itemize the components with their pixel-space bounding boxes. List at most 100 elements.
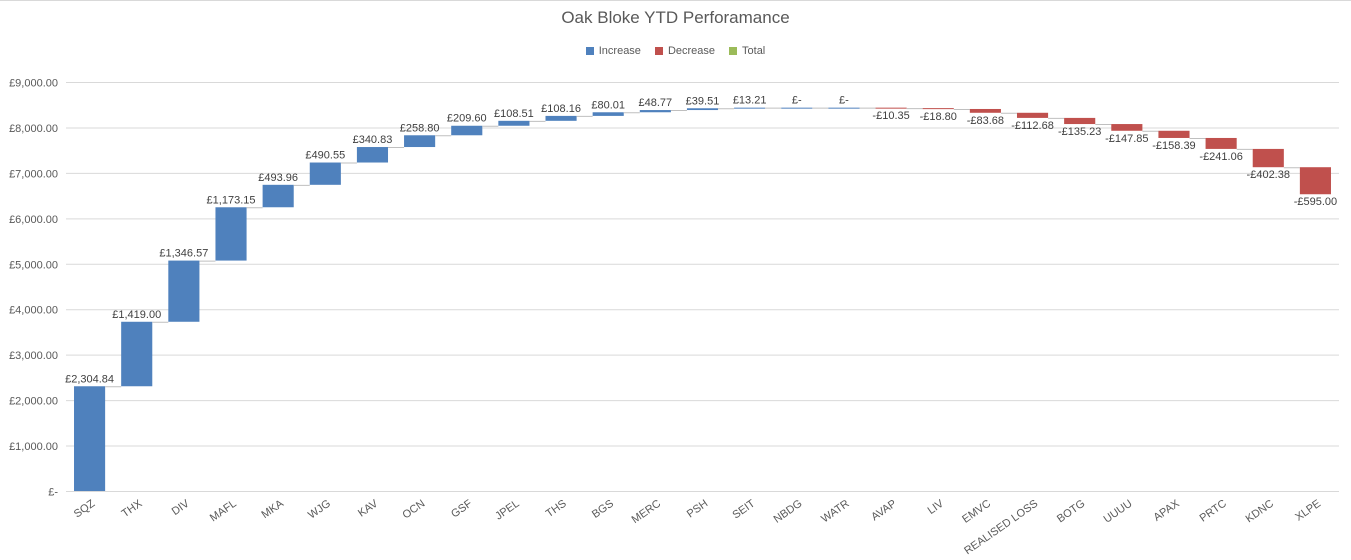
data-label-15: £-: [792, 95, 802, 107]
data-label-11: £80.01: [591, 99, 625, 111]
legend-label-decrease: Decrease: [667, 45, 716, 57]
bar-jpel: [498, 120, 530, 126]
bar-realised-loss: [1016, 112, 1049, 118]
bar-xlpe: [1299, 167, 1331, 195]
data-label-2: £1,346.57: [159, 248, 208, 260]
x-tick-label-25: KDNC: [1244, 498, 1276, 526]
x-tick-label-8: GSF: [449, 497, 475, 520]
x-tick-label-4: MKA: [259, 497, 286, 521]
chart-legend: Increase Decrease Total: [0, 45, 1351, 57]
data-label-5: £490.55: [305, 150, 345, 162]
y-tick-label-8: £8,000.00: [9, 123, 58, 135]
chart-title: Oak Bloke YTD Perforamance: [561, 8, 790, 27]
data-label-13: £39.51: [686, 95, 720, 107]
legend-swatch-total: [729, 47, 738, 55]
bar-mka: [262, 184, 294, 208]
data-label-9: £108.51: [494, 108, 534, 120]
x-tick-label-24: PRTC: [1198, 498, 1229, 525]
data-label-26: -£595.00: [1294, 196, 1337, 208]
x-tick-label-0: SQZ: [72, 497, 98, 520]
bar-ths: [545, 115, 577, 121]
data-label-19: -£83.68: [967, 115, 1004, 127]
data-label-23: -£158.39: [1152, 140, 1195, 152]
bar-kav: [356, 147, 389, 163]
x-tick-label-3: MAFL: [208, 498, 239, 525]
bar-ocn: [404, 135, 436, 148]
x-tick-label-19: EMVC: [960, 498, 993, 526]
x-tick-label-6: KAV: [356, 497, 381, 519]
bar-watr: [828, 107, 860, 109]
x-tick-label-2: DIV: [170, 497, 192, 518]
bar-div: [168, 260, 200, 322]
x-tick-label-5: WJG: [306, 498, 333, 522]
legend-swatch-increase: [585, 47, 594, 55]
bar-emvc: [969, 108, 1001, 113]
y-tick-label-0: £-: [48, 487, 58, 499]
x-tick-label-17: AVAP: [869, 498, 899, 524]
legend-label-total: Total: [742, 45, 766, 57]
y-tick-label-6: £6,000.00: [9, 214, 58, 226]
x-tick-label-22: UUUU: [1102, 498, 1135, 526]
bar-bgs: [592, 112, 624, 116]
data-label-0: £2,304.84: [65, 373, 114, 385]
x-tick-label-7: OCN: [400, 498, 427, 522]
bar-mafl: [215, 207, 247, 261]
legend-label-increase: Increase: [598, 45, 641, 57]
bar-psh: [686, 108, 719, 111]
data-label-25: -£402.38: [1247, 169, 1290, 181]
bar-wjg: [309, 162, 341, 185]
data-label-21: -£135.23: [1058, 126, 1101, 138]
x-tick-label-23: APAX: [1151, 497, 1182, 524]
x-tick-label-26: XLPE: [1293, 498, 1323, 524]
y-tick-label-2: £2,000.00: [9, 396, 58, 408]
data-label-6: £340.83: [353, 134, 393, 146]
y-tick-label-1: £1,000.00: [9, 441, 58, 453]
y-tick-label-9: £9,000.00: [9, 78, 58, 90]
x-tick-label-11: BGS: [590, 498, 616, 521]
data-label-12: £48.77: [639, 97, 673, 109]
x-tick-label-18: LIV: [926, 497, 947, 517]
bar-sqz: [74, 386, 106, 491]
bar-seit: [734, 107, 766, 109]
bar-avap: [875, 107, 907, 109]
data-label-8: £209.60: [447, 113, 487, 125]
legend-item-total: Total: [729, 45, 765, 57]
data-label-7: £258.80: [400, 122, 440, 134]
bar-gsf: [451, 125, 483, 136]
y-tick-label-3: £3,000.00: [9, 350, 58, 362]
y-tick-label-7: £7,000.00: [9, 168, 58, 180]
bar-botg: [1064, 117, 1096, 125]
chart-border-top: [0, 0, 1351, 1]
data-label-16: £-: [839, 95, 849, 107]
data-label-24: -£241.06: [1199, 151, 1242, 163]
legend-swatch-decrease: [654, 47, 663, 55]
data-label-20: -£112.68: [1011, 120, 1054, 132]
legend-item-decrease: Decrease: [654, 45, 716, 57]
data-label-1: £1,419.00: [112, 309, 161, 321]
y-tick-label-5: £5,000.00: [9, 259, 58, 271]
x-tick-label-12: MERC: [630, 498, 663, 526]
data-label-22: -£147.85: [1105, 133, 1148, 145]
x-tick-label-16: WATR: [819, 498, 851, 526]
data-label-18: -£18.80: [920, 111, 957, 123]
bar-merc: [639, 110, 671, 113]
x-tick-label-14: SEIT: [730, 497, 757, 521]
data-label-14: £13.21: [733, 95, 767, 107]
x-tick-label-21: BOTG: [1055, 498, 1087, 526]
bar-thx: [121, 321, 153, 387]
x-tick-label-1: THX: [120, 497, 145, 520]
bar-kdnc: [1252, 148, 1284, 168]
x-tick-label-15: NBDG: [772, 498, 805, 526]
bar-uuuu: [1111, 124, 1143, 131]
y-tick-label-4: £4,000.00: [9, 305, 58, 317]
x-tick-label-9: JPEL: [493, 498, 521, 523]
bar-liv: [922, 108, 954, 110]
bar-prtc: [1205, 137, 1237, 149]
data-label-3: £1,173.15: [207, 194, 256, 206]
data-label-4: £493.96: [258, 172, 298, 184]
data-label-10: £108.16: [541, 103, 581, 115]
legend-item-increase: Increase: [585, 45, 641, 57]
bar-apax: [1158, 130, 1190, 138]
